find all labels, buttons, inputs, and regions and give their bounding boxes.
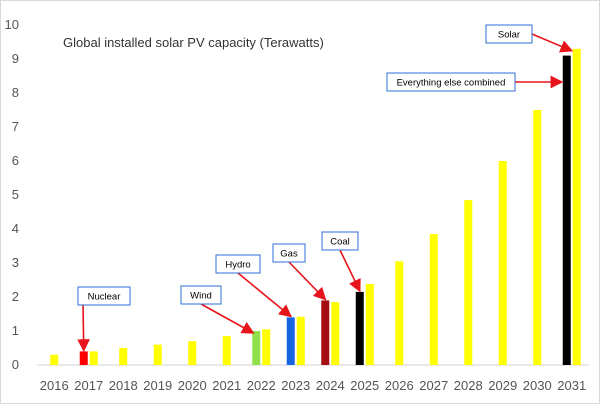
y-tick-label: 0 — [12, 357, 19, 372]
callout-label: Everything else combined — [397, 78, 506, 89]
y-tick-label: 10 — [5, 17, 19, 32]
comparison-bar — [79, 351, 88, 365]
callout-arrow — [237, 272, 292, 318]
callout-box — [485, 24, 533, 44]
solar-bar — [533, 110, 542, 365]
solar-bar — [262, 329, 271, 365]
solar-bar — [222, 336, 231, 365]
callout-box — [272, 243, 306, 263]
callout-box — [180, 285, 222, 305]
comparison-bar — [321, 300, 330, 365]
comparison-bar — [286, 317, 295, 365]
x-tick-label: 2018 — [109, 378, 138, 393]
y-tick-label: 2 — [12, 289, 19, 304]
solar-bar — [119, 348, 128, 365]
solar-bar — [395, 261, 404, 365]
y-tick-label: 3 — [12, 255, 19, 270]
callout-arrow — [339, 249, 361, 293]
x-tick-label: 2024 — [316, 378, 345, 393]
x-tick-label: 2023 — [281, 378, 310, 393]
solar-bar — [572, 48, 581, 366]
x-tick-label: 2025 — [350, 378, 379, 393]
solar-bar — [498, 161, 507, 365]
solar-bar — [50, 354, 59, 365]
x-tick-label: 2021 — [212, 378, 241, 393]
callout-arrow — [288, 261, 327, 301]
x-tick-label: 2016 — [40, 378, 69, 393]
solar-bar — [188, 341, 197, 365]
x-tick-label: 2030 — [523, 378, 552, 393]
solar-bar — [89, 351, 98, 365]
callout-arrow — [200, 303, 255, 334]
x-tick-label: 2031 — [557, 378, 586, 393]
callout-arrow — [531, 33, 574, 53]
callout-box — [386, 72, 516, 92]
y-tick-label: 9 — [12, 51, 19, 66]
callout-label: Wind — [190, 291, 212, 302]
callout-box — [77, 286, 131, 306]
comparison-bar — [355, 291, 364, 365]
chart-title: Global installed solar PV capacity (Tera… — [63, 35, 324, 50]
x-tick-label: 2027 — [419, 378, 448, 393]
callout-label: Coal — [330, 237, 350, 248]
solar-bar — [429, 234, 438, 365]
callout-label: Hydro — [225, 260, 250, 271]
solar-bar — [365, 284, 374, 365]
comparison-bar — [252, 331, 261, 365]
comparison-bar — [562, 55, 571, 365]
y-tick-label: 5 — [12, 187, 19, 202]
solar-bar — [296, 316, 305, 365]
solar-bar — [153, 344, 162, 365]
x-tick-label: 2029 — [488, 378, 517, 393]
x-tick-label: 2028 — [454, 378, 483, 393]
callout-label: Gas — [280, 249, 298, 260]
callout-label: Nuclear — [88, 292, 121, 303]
x-tick-label: 2020 — [178, 378, 207, 393]
x-tick-label: 2022 — [247, 378, 276, 393]
solar-bar — [331, 302, 340, 365]
callout-box — [321, 231, 359, 251]
solar-bar — [464, 200, 473, 365]
callout-arrow — [77, 304, 90, 352]
callout-label: Solar — [498, 30, 520, 41]
x-tick-label: 2026 — [385, 378, 414, 393]
callout-box — [215, 254, 261, 274]
x-tick-label: 2017 — [74, 378, 103, 393]
y-tick-label: 7 — [12, 119, 19, 134]
y-tick-label: 1 — [12, 323, 19, 338]
y-tick-label: 8 — [12, 85, 19, 100]
y-tick-label: 6 — [12, 153, 19, 168]
y-tick-label: 4 — [12, 221, 19, 236]
x-tick-label: 2019 — [143, 378, 172, 393]
